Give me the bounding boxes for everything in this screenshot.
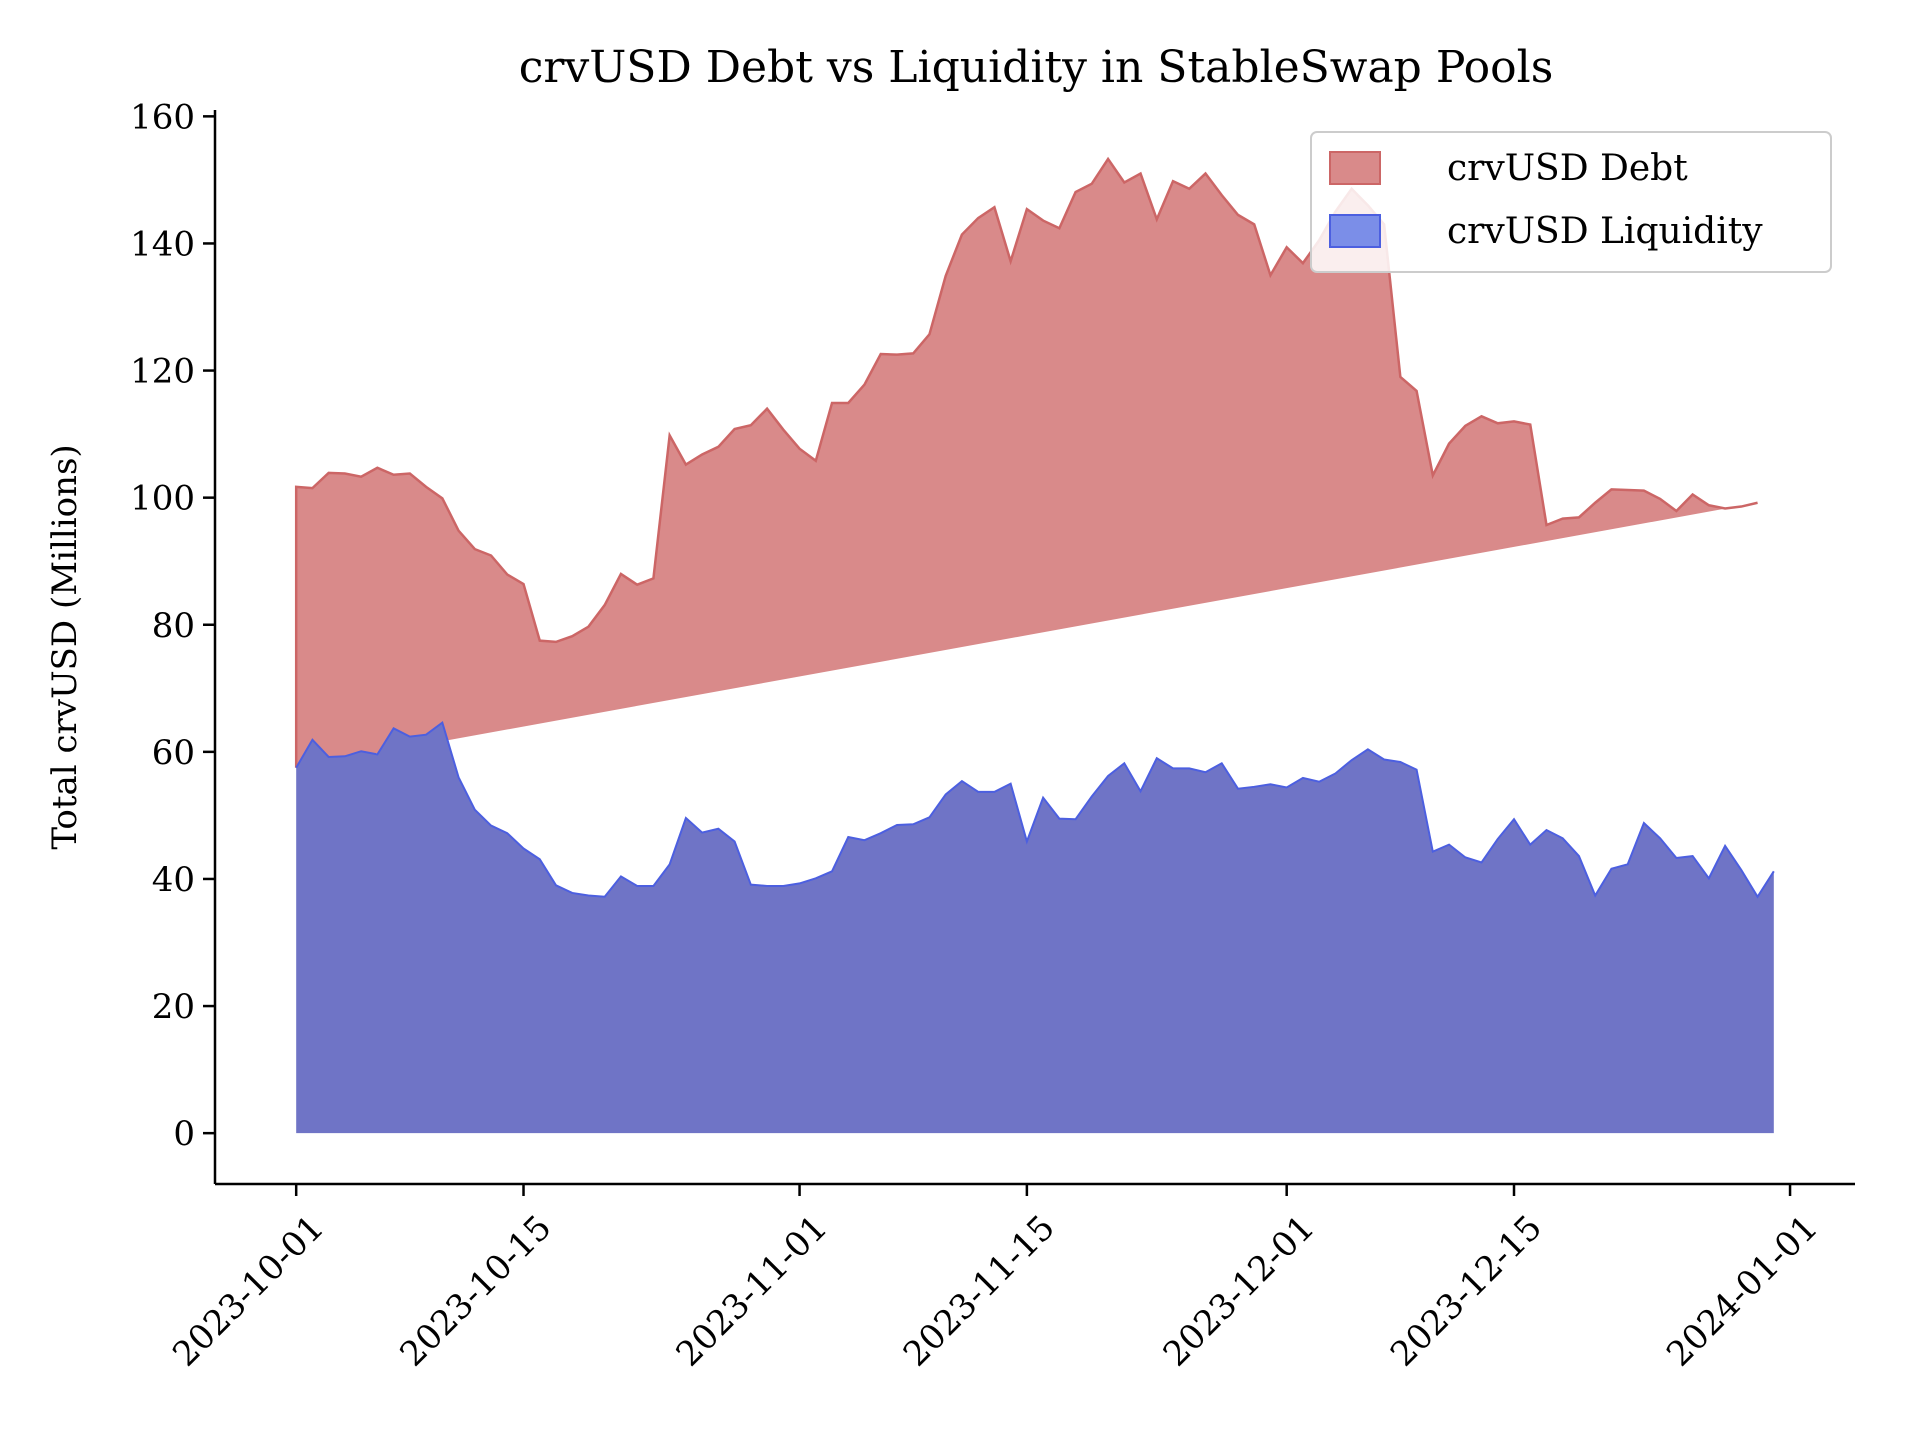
x-tick-label: 2023-12-15 <box>1383 1208 1550 1375</box>
chart-title: crvUSD Debt vs Liquidity in StableSwap P… <box>519 42 1554 93</box>
series-area-crvusd-liquidity <box>296 722 1774 1134</box>
y-axis-label: Total crvUSD (Millions) <box>45 444 85 849</box>
legend-swatch-crvusd-liquidity <box>1329 214 1381 248</box>
legend: crvUSD Debt crvUSD Liquidity <box>1310 131 1832 273</box>
legend-label-crvusd-debt: crvUSD Debt <box>1447 148 1688 189</box>
x-tick-label: 2023-12-01 <box>1156 1208 1323 1375</box>
legend-frame <box>1310 131 1832 273</box>
y-tick-label: 60 <box>152 733 195 773</box>
legend-swatch-crvusd-debt <box>1329 151 1381 185</box>
plot-area <box>294 156 1775 1134</box>
y-tick-label: 100 <box>130 479 195 519</box>
y-tick-label: 160 <box>130 97 195 137</box>
y-axis-ticks: 0 20 40 60 80 100 120 140 160 <box>130 97 215 1154</box>
x-tick-label: 2023-11-15 <box>896 1208 1063 1375</box>
x-tick-label: 2023-10-01 <box>165 1208 332 1375</box>
x-tick-label: 2024-01-01 <box>1659 1208 1826 1375</box>
series-line-crvusd-debt <box>294 156 1758 768</box>
x-tick-label: 2023-10-15 <box>393 1208 560 1375</box>
y-tick-label: 140 <box>130 224 195 264</box>
y-tick-label: 40 <box>152 860 195 900</box>
series-line-crvusd-liquidity <box>295 720 1775 899</box>
y-tick-label: 0 <box>173 1114 195 1154</box>
y-tick-label: 20 <box>152 987 195 1027</box>
x-axis-ticks: 2023-10-01 2023-10-15 2023-11-01 2023-11-15… <box>165 1184 1826 1375</box>
y-tick-label: 120 <box>130 352 195 392</box>
x-tick-label: 2023-11-01 <box>669 1208 836 1375</box>
y-tick-label: 80 <box>152 606 195 646</box>
legend-label-crvusd-liquidity: crvUSD Liquidity <box>1447 211 1763 252</box>
